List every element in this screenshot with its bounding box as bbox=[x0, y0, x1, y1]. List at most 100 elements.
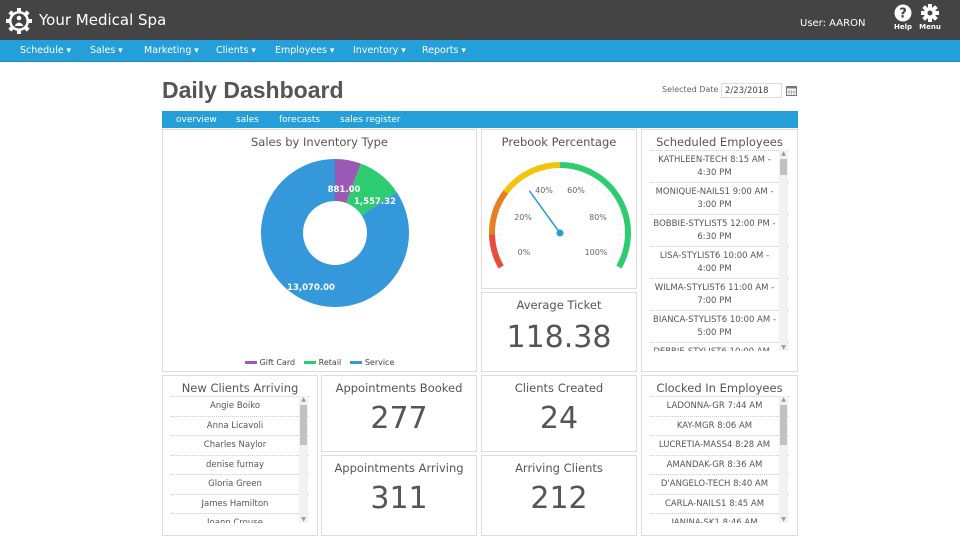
list-item[interactable]: LUCRETIA-MASS4 8:28 AM bbox=[650, 435, 789, 455]
list-item[interactable]: LISA-STYLIST6 10:00 AM - 4:00 PM bbox=[650, 246, 789, 278]
gauge-tick bbox=[513, 191, 518, 196]
gauge-tick-label: 40% bbox=[535, 186, 553, 195]
donut-slice-gift-card[interactable] bbox=[335, 159, 361, 204]
list-item[interactable]: Anna Licavoli bbox=[171, 415, 309, 436]
gauge-tick bbox=[507, 199, 513, 203]
gauge-tick bbox=[578, 174, 581, 180]
gauge-tick bbox=[502, 208, 508, 212]
panel-title: New Clients Arriving bbox=[181, 381, 299, 395]
nav-marketing[interactable]: Marketing bbox=[144, 45, 199, 56]
nav-clients[interactable]: Clients bbox=[216, 45, 256, 56]
scroll-up-icon[interactable]: ▲ bbox=[781, 396, 786, 403]
gauge-tick bbox=[544, 172, 547, 178]
help-button[interactable]: ? Help bbox=[888, 4, 918, 31]
gauge-tick bbox=[612, 208, 618, 212]
data-label: 881.00 bbox=[328, 185, 361, 195]
scrollbar-thumb[interactable] bbox=[780, 159, 787, 175]
gauge-tick-label: 80% bbox=[589, 213, 607, 222]
gauge-tick bbox=[499, 218, 505, 221]
donut-slice-retail[interactable] bbox=[346, 163, 397, 216]
list-item[interactable]: DEBBIE-STYLIST6 10:00 AM - bbox=[650, 342, 789, 351]
gauge-hub bbox=[556, 229, 564, 237]
gauge-tick bbox=[595, 184, 599, 189]
list-item[interactable]: Angie Boiko bbox=[171, 396, 309, 416]
gauge-tick bbox=[500, 247, 506, 251]
scrollbar[interactable]: ▲ ▼ bbox=[779, 396, 788, 523]
gauge-band bbox=[559, 162, 631, 269]
tab-sales[interactable]: sales bbox=[236, 115, 259, 125]
gauge-tick bbox=[525, 181, 529, 186]
gauge-tick bbox=[598, 187, 603, 192]
gauge-tick bbox=[500, 213, 506, 216]
scrollbar-thumb[interactable] bbox=[780, 405, 787, 445]
list-item[interactable]: denise furnay bbox=[171, 454, 309, 475]
panel-title: Sales by Inventory Type bbox=[250, 135, 389, 149]
gauge-tick-label: 0% bbox=[518, 248, 531, 257]
gauge-tick bbox=[517, 187, 522, 192]
gauge-tick bbox=[615, 243, 621, 246]
logo-icon[interactable] bbox=[6, 8, 32, 34]
average-ticket-panel: Average Ticket 118.38 bbox=[481, 292, 637, 372]
scroll-down-icon[interactable]: ▼ bbox=[781, 344, 786, 351]
panel-title: Appointments Booked bbox=[335, 381, 463, 395]
list-item[interactable]: D'ANGELO-TECH 8:40 AM bbox=[650, 474, 789, 494]
selected-date-input[interactable]: 2/23/2018 bbox=[721, 83, 782, 98]
list-item[interactable]: Gloria Green bbox=[171, 474, 309, 494]
sales-by-inventory-panel: Sales by Inventory Type 881.00 1,557.32 13… bbox=[162, 129, 477, 372]
calendar-icon[interactable] bbox=[786, 85, 797, 96]
scroll-up-icon[interactable]: ▲ bbox=[301, 396, 306, 403]
gauge-tick bbox=[503, 256, 509, 260]
list-item[interactable]: Charles Naylor bbox=[171, 435, 309, 455]
list-item[interactable]: BIANCA-STYLIST6 10:00 AM - 5:00 PM bbox=[650, 310, 789, 342]
list-item[interactable]: WILMA-STYLIST6 11:00 AM - 7:00 PM bbox=[650, 278, 789, 310]
legend-service[interactable]: Service bbox=[349, 358, 394, 367]
main-nav: Schedule Sales Marketing Clients Employe… bbox=[0, 40, 960, 62]
clocked-in-panel: Clocked In Employees LADONNA-GR 7:44 AM K… bbox=[641, 375, 798, 536]
donut-slice-service[interactable] bbox=[261, 159, 410, 307]
gauge-tick bbox=[539, 174, 542, 180]
list-item[interactable]: Joann Crouse bbox=[171, 513, 309, 523]
list-item[interactable]: CARLA-NAILS1 8:45 AM bbox=[650, 493, 789, 514]
nav-reports[interactable]: Reports bbox=[422, 45, 466, 56]
list-item[interactable]: AMANDAK-GR 8:36 AM bbox=[650, 454, 789, 475]
selected-date-label: Selected Date bbox=[662, 85, 719, 94]
legend-retail[interactable]: Retail bbox=[303, 358, 341, 367]
gauge-tick-label: 100% bbox=[585, 248, 608, 257]
legend-gift-card[interactable]: Gift Card bbox=[244, 358, 295, 367]
gauge-tick bbox=[613, 252, 619, 255]
arriving-clients-value: 212 bbox=[530, 481, 588, 516]
average-ticket-value: 118.38 bbox=[506, 320, 612, 355]
nav-schedule[interactable]: Schedule bbox=[20, 45, 71, 56]
scroll-down-icon[interactable]: ▼ bbox=[781, 516, 786, 523]
scrollbar[interactable]: ▲ ▼ bbox=[299, 396, 308, 523]
panel-title: Appointments Arriving bbox=[334, 461, 464, 475]
list-item[interactable]: KATHLEEN-TECH 8:15 AM - 4:30 PM bbox=[650, 150, 789, 182]
gauge-tick bbox=[534, 176, 538, 182]
list-item[interactable]: MONIQUE-NAILS1 9:00 AM - 3:00 PM bbox=[650, 182, 789, 214]
tab-overview[interactable]: overview bbox=[176, 115, 217, 125]
gauge-band bbox=[503, 162, 561, 194]
nav-inventory[interactable]: Inventory bbox=[353, 45, 406, 56]
tab-forecasts[interactable]: forecasts bbox=[279, 115, 321, 125]
menu-label: Menu bbox=[919, 23, 941, 31]
panel-title: Average Ticket bbox=[516, 298, 602, 312]
list-item[interactable]: LADONNA-GR 7:44 AM bbox=[650, 396, 789, 416]
gauge-tick-label: 20% bbox=[514, 213, 532, 222]
scroll-down-icon[interactable]: ▼ bbox=[301, 516, 306, 523]
scroll-up-icon[interactable]: ▲ bbox=[781, 150, 786, 157]
nav-employees[interactable]: Employees bbox=[275, 45, 334, 56]
list-item[interactable]: James Hamilton bbox=[171, 493, 309, 514]
scrollbar[interactable]: ▲ ▼ bbox=[779, 150, 788, 351]
list-item[interactable]: BOBBIE-STYLIST5 12:00 PM - 6:30 PM bbox=[650, 214, 789, 246]
nav-sales[interactable]: Sales bbox=[90, 45, 123, 56]
list-item[interactable]: JANINA-SK1 8:46 AM bbox=[650, 513, 789, 523]
list-item[interactable]: KAY-MGR 8:06 AM bbox=[650, 415, 789, 436]
gauge-tick bbox=[602, 191, 607, 196]
scrollbar-thumb[interactable] bbox=[300, 405, 307, 445]
tab-sales-register[interactable]: sales register bbox=[340, 115, 401, 125]
scheduled-employees-panel: Scheduled Employees KATHLEEN-TECH 8:15 A… bbox=[641, 129, 798, 372]
clients-created-value: 24 bbox=[539, 401, 579, 436]
tab-bar: overview sales forecasts sales register bbox=[162, 111, 798, 128]
menu-button[interactable]: Menu bbox=[915, 4, 945, 31]
gauge-tick bbox=[614, 247, 620, 251]
